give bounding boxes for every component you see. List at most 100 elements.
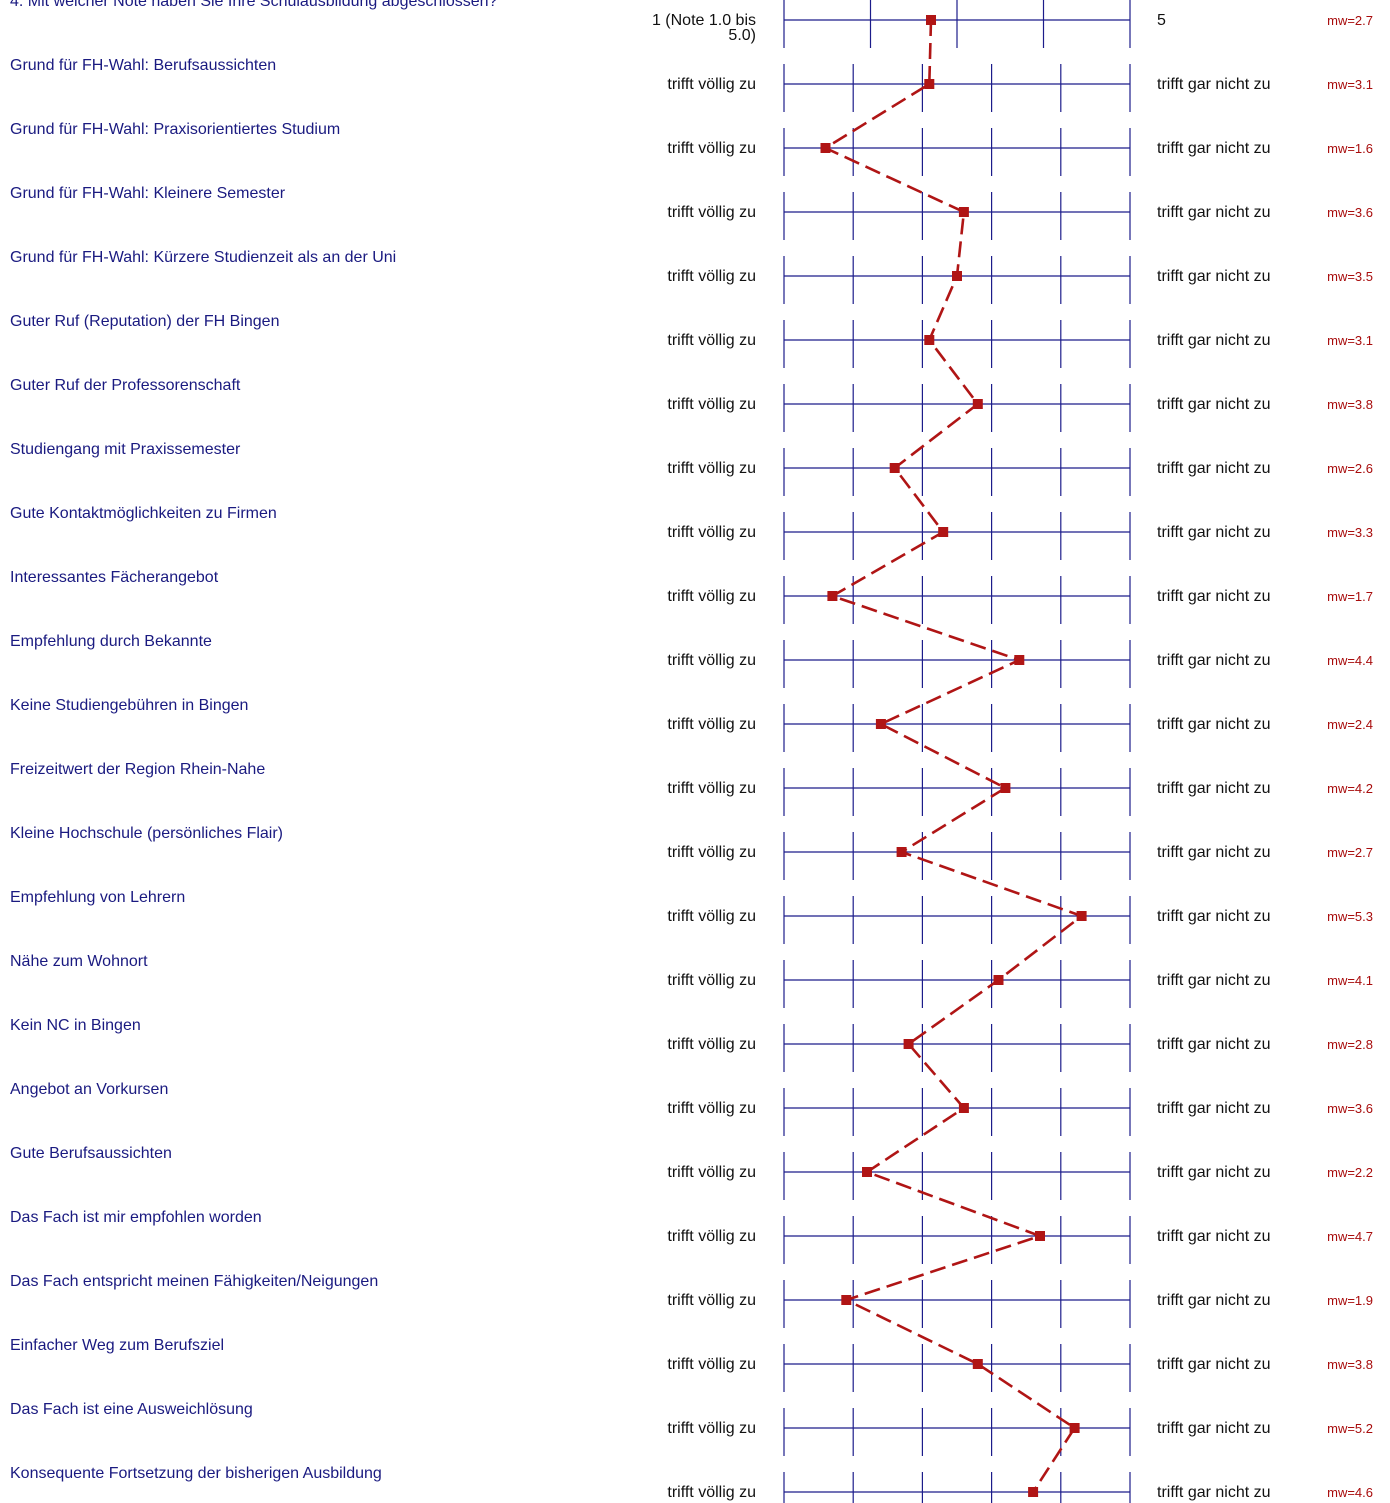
mean-marker — [958, 1103, 969, 1113]
scale-right-anchor: trifft gar nicht zu — [1157, 1164, 1271, 1181]
scale-left-anchor: trifft völlig zu — [667, 140, 756, 157]
mean-marker — [841, 1295, 852, 1305]
question-label: Grund für FH-Wahl: Kürzere Studienzeit a… — [10, 249, 396, 266]
scale-left-anchor: trifft völlig zu — [667, 1100, 756, 1117]
scale-right-anchor: trifft gar nicht zu — [1157, 1356, 1271, 1373]
mean-value-label: mw=4.2 — [1327, 781, 1373, 796]
question-label: Guter Ruf (Reputation) der FH Bingen — [10, 313, 279, 330]
question-label: Guter Ruf der Professorenschaft — [10, 377, 241, 394]
question-label: Interessantes Fächerangebot — [10, 569, 219, 586]
question-label: Freizeitwert der Region Rhein-Nahe — [10, 761, 265, 778]
mean-marker — [1076, 911, 1087, 921]
question-label: Empfehlung durch Bekannte — [10, 633, 212, 650]
scale-left-anchor: trifft völlig zu — [667, 844, 756, 861]
question-label: Grund für FH-Wahl: Praxisorientiertes St… — [10, 121, 340, 138]
question-label: 4. Mit welcher Note haben Sie Ihre Schul… — [10, 0, 498, 10]
scale-left-anchor: trifft völlig zu — [667, 972, 756, 989]
mean-marker — [1035, 1231, 1045, 1241]
mean-marker — [972, 399, 983, 409]
scale-right-anchor: trifft gar nicht zu — [1157, 524, 1271, 541]
mean-marker — [924, 335, 935, 345]
mean-marker — [827, 591, 838, 601]
question-label: Angebot an Vorkursen — [10, 1081, 168, 1098]
mean-marker — [958, 207, 969, 217]
scale-left-anchor-line2: 5.0) — [728, 27, 756, 44]
scale-grid — [783, 0, 1131, 1503]
mean-marker — [1069, 1423, 1080, 1433]
mean-value-label: mw=3.1 — [1327, 77, 1373, 92]
mean-marker — [1014, 655, 1025, 665]
scale-left-anchor: trifft völlig zu — [667, 588, 756, 605]
mean-value-label: mw=1.9 — [1327, 1293, 1373, 1308]
scale-left-anchor: trifft völlig zu — [667, 204, 756, 221]
question-label: Das Fach ist mir empfohlen worden — [10, 1209, 262, 1226]
mean-marker — [993, 975, 1004, 985]
mean-marker — [862, 1167, 872, 1177]
scale-left-anchor: trifft völlig zu — [667, 524, 756, 541]
scale-left-anchor: trifft völlig zu — [667, 652, 756, 669]
mean-value-label: mw=4.4 — [1327, 653, 1373, 668]
mean-value-label: mw=3.8 — [1327, 1357, 1373, 1372]
mean-marker — [875, 719, 886, 729]
mean-marker — [903, 1039, 914, 1049]
mean-value-label: mw=3.8 — [1327, 397, 1373, 412]
scale-left-anchor: trifft völlig zu — [667, 908, 756, 925]
scale-right-anchor: trifft gar nicht zu — [1157, 844, 1271, 861]
mean-value-label: mw=3.5 — [1327, 269, 1373, 284]
mean-value-label: mw=4.6 — [1327, 1485, 1373, 1500]
question-label: Konsequente Fortsetzung der bisherigen A… — [10, 1465, 382, 1482]
scale-left-anchor: trifft völlig zu — [667, 332, 756, 349]
mean-value-label: mw=3.1 — [1327, 333, 1373, 348]
mean-marker — [926, 15, 936, 25]
question-label: Gute Berufsaussichten — [10, 1145, 172, 1162]
mean-value-label: mw=4.1 — [1327, 973, 1373, 988]
mean-profile-line — [822, 19, 1085, 1493]
scale-right-anchor: trifft gar nicht zu — [1157, 588, 1271, 605]
scale-right-anchor: trifft gar nicht zu — [1157, 332, 1271, 349]
mean-value-label: mw=2.7 — [1327, 845, 1373, 860]
scale-right-anchor: trifft gar nicht zu — [1157, 1420, 1271, 1437]
mean-marker — [972, 1359, 983, 1369]
mean-marker — [1000, 783, 1011, 793]
question-label: Das Fach entspricht meinen Fähigkeiten/N… — [10, 1273, 378, 1290]
scale-right-anchor: trifft gar nicht zu — [1157, 1484, 1271, 1501]
mean-value-label: mw=2.4 — [1327, 717, 1373, 732]
scale-left-anchor: trifft völlig zu — [667, 716, 756, 733]
scale-right-anchor: trifft gar nicht zu — [1157, 780, 1271, 797]
mean-value-label: mw=4.7 — [1327, 1229, 1373, 1244]
scale-right-anchor: trifft gar nicht zu — [1157, 268, 1271, 285]
scale-left-anchor: trifft völlig zu — [667, 1292, 756, 1309]
question-label: Grund für FH-Wahl: Berufsaussichten — [10, 57, 276, 74]
mean-value-label: mw=3.6 — [1327, 1101, 1373, 1116]
scale-right-anchor: trifft gar nicht zu — [1157, 140, 1271, 157]
question-label: Das Fach ist eine Ausweichlösung — [10, 1401, 253, 1418]
mean-value-label: mw=1.6 — [1327, 141, 1373, 156]
scale-left-anchor: trifft völlig zu — [667, 76, 756, 93]
scale-left-anchor: trifft völlig zu — [667, 1164, 756, 1181]
scale-right-anchor: trifft gar nicht zu — [1157, 652, 1271, 669]
question-label: Nähe zum Wohnort — [10, 953, 148, 970]
scale-left-anchor: trifft völlig zu — [667, 1036, 756, 1053]
mean-marker — [924, 79, 935, 89]
mean-markers — [820, 15, 1087, 1497]
scale-right-anchor: trifft gar nicht zu — [1157, 76, 1271, 93]
mean-marker — [820, 143, 831, 153]
scale-right-anchor: trifft gar nicht zu — [1157, 396, 1271, 413]
mean-value-label: mw=2.6 — [1327, 461, 1373, 476]
scale-right-anchor: trifft gar nicht zu — [1157, 460, 1271, 477]
scale-left-anchor: trifft völlig zu — [667, 780, 756, 797]
scale-left-anchor: 1 (Note 1.0 bis — [652, 12, 756, 29]
scale-right-anchor: trifft gar nicht zu — [1157, 1292, 1271, 1309]
scale-right-anchor: 5 — [1157, 12, 1166, 29]
scale-left-anchor: trifft völlig zu — [667, 1356, 756, 1373]
mean-value-label: mw=2.8 — [1327, 1037, 1373, 1052]
mean-marker — [938, 527, 949, 537]
mean-value-label: mw=3.3 — [1327, 525, 1373, 540]
row-labels: 4. Mit welcher Note haben Sie Ihre Schul… — [10, 0, 1373, 1501]
mean-value-label: mw=5.2 — [1327, 1421, 1373, 1436]
scale-right-anchor: trifft gar nicht zu — [1157, 204, 1271, 221]
scale-left-anchor: trifft völlig zu — [667, 1228, 756, 1245]
mean-value-label: mw=1.7 — [1327, 589, 1373, 604]
question-label: Kleine Hochschule (persönliches Flair) — [10, 825, 283, 842]
